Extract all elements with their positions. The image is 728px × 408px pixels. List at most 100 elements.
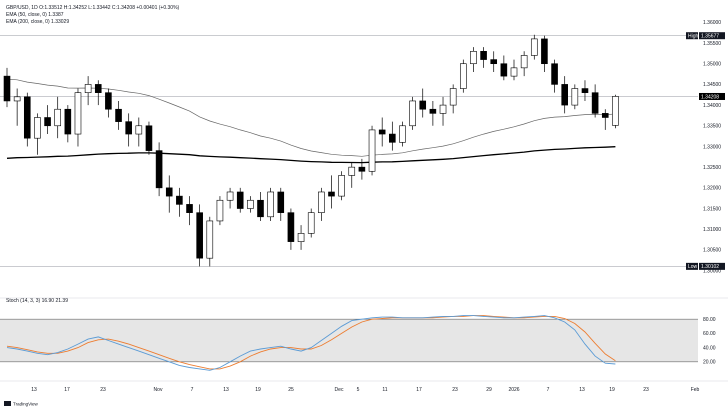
tradingview-logo-text: TradingView bbox=[13, 402, 39, 407]
candle-body bbox=[409, 100, 416, 127]
candle-body bbox=[226, 191, 234, 201]
candle-body bbox=[247, 199, 254, 209]
time-axis-label: 23 bbox=[452, 387, 458, 393]
price-axis-label: 1.36000 bbox=[703, 20, 721, 26]
candle-body bbox=[459, 63, 467, 89]
low-value: 1.30102 bbox=[701, 264, 719, 270]
candle-body bbox=[571, 88, 579, 106]
candle-body bbox=[601, 113, 609, 118]
candle-body bbox=[125, 121, 132, 135]
candle-body bbox=[206, 220, 214, 259]
stoch-legend: Stoch (14, 3, 3) 16.90 21.39 bbox=[6, 298, 68, 304]
time-axis-label: 7 bbox=[191, 387, 194, 393]
time-axis-label: 23 bbox=[100, 387, 106, 393]
time-axis-label: 13 bbox=[579, 387, 585, 393]
candle-body bbox=[267, 191, 274, 218]
candle-body bbox=[34, 117, 41, 139]
stoch-axis[interactable]: 80.00 60.00 40.00 20.00 bbox=[703, 317, 716, 366]
price-axis-label: 1.31000 bbox=[703, 227, 721, 233]
candle-body bbox=[419, 100, 427, 110]
candle-body bbox=[13, 96, 21, 102]
candle-body bbox=[155, 150, 163, 189]
candle-body bbox=[74, 92, 82, 135]
stoch-axis-label: 40.00 bbox=[703, 345, 716, 351]
candle-body bbox=[378, 129, 386, 135]
candle-body bbox=[561, 84, 569, 106]
stoch-k-line bbox=[6, 315, 616, 371]
time-axis-label: 13 bbox=[31, 387, 37, 393]
price-axis-label: 1.35500 bbox=[703, 41, 721, 47]
candle-body bbox=[439, 104, 447, 114]
price-axis-label: 1.35000 bbox=[703, 62, 721, 68]
candle-body bbox=[94, 84, 102, 93]
candle-body bbox=[176, 195, 183, 205]
candle-body bbox=[216, 199, 224, 222]
candle-body bbox=[277, 191, 285, 213]
candle-body bbox=[510, 67, 518, 77]
candle-body bbox=[389, 133, 396, 143]
candle-body bbox=[318, 191, 325, 213]
candle-body bbox=[64, 108, 72, 135]
candle-body bbox=[530, 38, 538, 56]
candle-body bbox=[3, 75, 11, 102]
price-axis-label: 1.30500 bbox=[703, 248, 721, 254]
price-axis-label: 1.30000 bbox=[703, 268, 721, 274]
price-axis-label: 1.33500 bbox=[703, 124, 721, 130]
candle-body bbox=[541, 38, 548, 65]
candle-body bbox=[54, 108, 62, 127]
candlesticks bbox=[3, 34, 619, 267]
candle-body bbox=[257, 199, 264, 218]
candle-body bbox=[236, 191, 244, 209]
time-axis-label: Feb bbox=[691, 387, 700, 393]
stoch-axis-label: 60.00 bbox=[703, 331, 716, 337]
time-axis-label: 17 bbox=[416, 387, 422, 393]
time-axis-label: 2026 bbox=[508, 387, 519, 393]
tradingview-logo-icon bbox=[4, 401, 11, 406]
candle-body bbox=[591, 92, 599, 114]
candle-body bbox=[135, 125, 143, 135]
time-axis-label: 7 bbox=[547, 387, 550, 393]
stochastic-pane[interactable] bbox=[0, 315, 698, 371]
candle-body bbox=[612, 96, 619, 126]
time-axis-label: 23 bbox=[643, 387, 649, 393]
price-axis-label: 1.32500 bbox=[703, 165, 721, 171]
ema-slow-legend: EMA (200, close, 0) 1.33029 bbox=[6, 19, 69, 25]
time-axis-label: 29 bbox=[486, 387, 492, 393]
candle-body bbox=[297, 233, 305, 242]
tradingview-logo[interactable]: TradingView bbox=[4, 401, 39, 407]
stoch-axis-label: 80.00 bbox=[703, 317, 716, 323]
chart-title: GBP/USD, 1D O:1.33512 H:1.34252 L:1.3344… bbox=[6, 5, 180, 11]
ema-fast-legend: EMA (50, close, 0) 1.3387 bbox=[6, 12, 64, 18]
time-axis-label: 13 bbox=[223, 387, 229, 393]
candle-body bbox=[84, 84, 92, 93]
price-pane[interactable] bbox=[0, 34, 698, 267]
candle-body bbox=[500, 63, 508, 77]
time-axis-label: 17 bbox=[64, 387, 70, 393]
candle-body bbox=[338, 175, 345, 197]
time-axis-label: 5 bbox=[357, 387, 360, 393]
price-axis-label: 1.32000 bbox=[703, 186, 721, 192]
candle-body bbox=[551, 63, 558, 85]
candle-body bbox=[520, 55, 528, 69]
price-axis-label: 1.34500 bbox=[703, 82, 721, 88]
candle-body bbox=[307, 212, 315, 234]
candle-body bbox=[470, 51, 477, 65]
candle-body bbox=[368, 129, 376, 172]
price-axis-label: 1.33000 bbox=[703, 144, 721, 150]
stoch-band-lines bbox=[0, 318, 698, 363]
candle-body bbox=[399, 125, 406, 143]
candle-body bbox=[490, 59, 498, 65]
ema-200-line bbox=[6, 146, 616, 164]
candle-body bbox=[145, 125, 153, 151]
time-axis-label: 19 bbox=[255, 387, 261, 393]
candle-body bbox=[186, 204, 193, 213]
stoch-axis-label: 20.00 bbox=[703, 360, 716, 366]
time-axis[interactable]: 13 17 23 Nov 7 13 19 25 Dec 5 11 17 23 29 2026 7 13 19 23 F… bbox=[31, 387, 699, 393]
candle-body bbox=[23, 96, 31, 139]
candle-body bbox=[348, 166, 356, 176]
time-axis-label: Dec bbox=[335, 387, 344, 393]
price-axis[interactable]: 1.36000 1.35500 1.35000 1.34500 1.34000 1.335… bbox=[703, 20, 721, 274]
time-axis-label: Nov bbox=[154, 387, 163, 393]
candle-body bbox=[358, 166, 366, 172]
